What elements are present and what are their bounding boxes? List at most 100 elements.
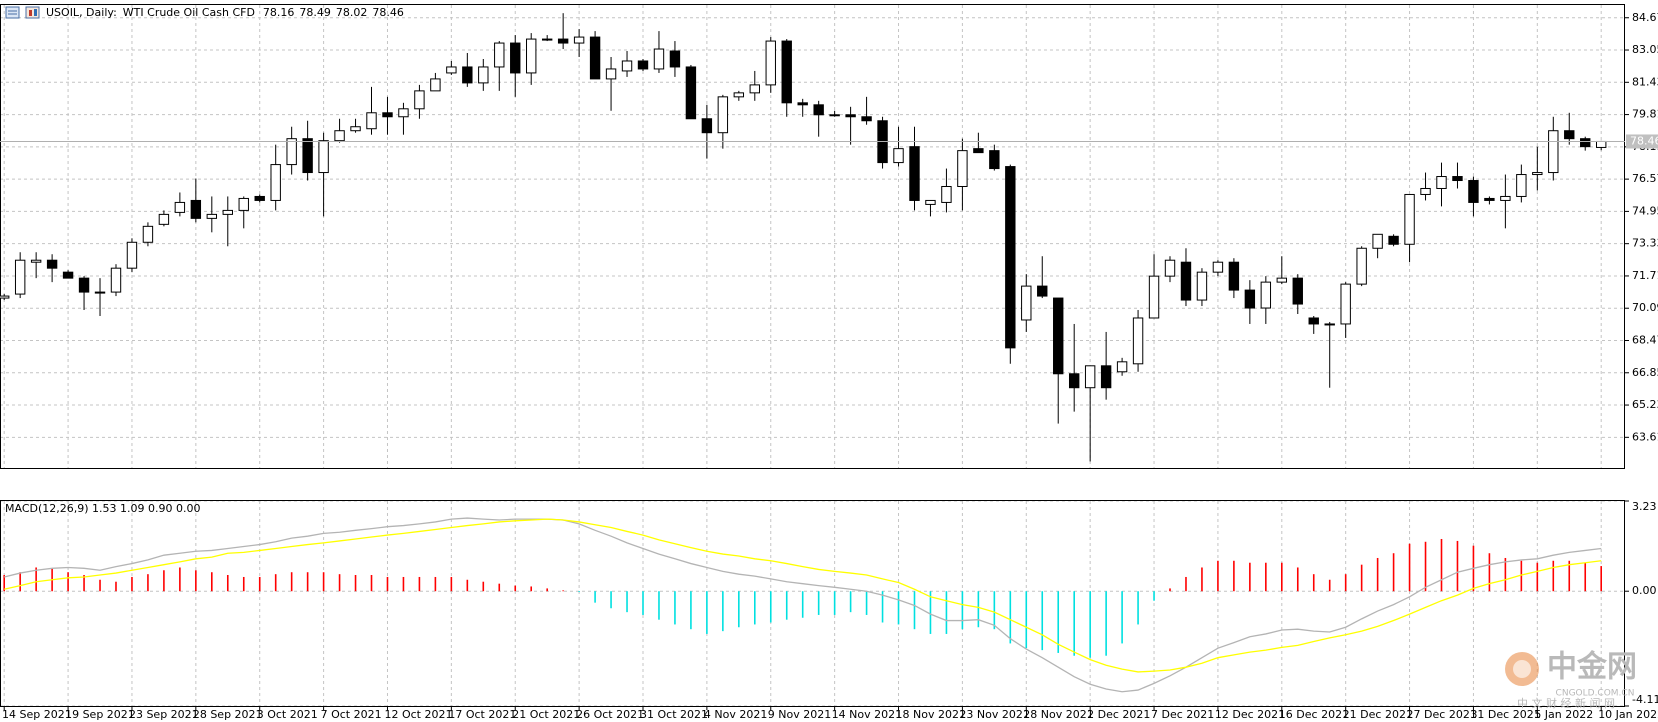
icon-bar (34, 9, 37, 16)
candle-body (1116, 361, 1128, 373)
candle-body (1196, 271, 1208, 301)
x-tick-label: 5 Jan 2022 (1534, 708, 1593, 721)
candle-body (1148, 275, 1160, 319)
x-tick-label: 21 Oct 2021 (512, 708, 580, 721)
candle-body (270, 164, 281, 201)
candle-body (78, 277, 90, 293)
candle-body (1005, 166, 1016, 349)
candle-body (749, 84, 760, 94)
candle-body (1164, 259, 1176, 277)
candle-body (1324, 323, 1335, 326)
candle-body (573, 36, 585, 44)
x-tick-label: 17 Oct 2021 (448, 708, 516, 721)
candle-body (430, 78, 441, 92)
x-tick-label: 7 Oct 2021 (321, 708, 382, 721)
x-tick-label: 19 Sep 2021 (65, 708, 135, 721)
x-tick-label: 14 Sep 2021 (2, 708, 72, 721)
candle-body (1452, 176, 1463, 182)
candle-body (541, 38, 553, 41)
candle-body (1372, 233, 1383, 249)
x-tick-label: 27 Dec 2021 (1407, 708, 1477, 721)
candle-body (1516, 174, 1527, 197)
candle-body (637, 60, 649, 70)
y-tick-label: 63.61 (1632, 430, 1658, 443)
candle-body (941, 185, 952, 203)
y-tick-label: 3.23 (1632, 500, 1657, 513)
candle-body (286, 138, 297, 166)
candle-body (1292, 277, 1303, 305)
candle-body (110, 267, 122, 293)
candle-body (893, 148, 904, 164)
candle-body (1564, 130, 1575, 140)
candle-body (206, 213, 218, 219)
y-tick-label: -4.11 (1632, 693, 1658, 706)
ohlc-high: 78.49 (299, 6, 331, 19)
watermark-title: 中金网 (1547, 650, 1637, 685)
candle-body (557, 38, 569, 44)
candle-body (781, 40, 792, 104)
candle-body (973, 148, 984, 154)
icon (25, 6, 40, 19)
candle-body (1420, 187, 1431, 195)
x-tick-label: 28 Nov 2021 (1023, 708, 1093, 721)
candle-body (669, 50, 681, 68)
candle-body (302, 138, 313, 174)
y-tick-label: 70.09 (1632, 301, 1658, 314)
candle-body (701, 118, 713, 134)
candle-body (142, 225, 154, 243)
y-tick-label: 65.23 (1632, 398, 1658, 411)
candle-body (1436, 176, 1447, 189)
candle-body (62, 271, 74, 279)
candle-body (1356, 247, 1367, 285)
y-tick-label: 84.67 (1632, 11, 1658, 24)
x-tick-label: 12 Oct 2021 (384, 708, 452, 721)
x-tick-label: 31 Dec 2021 (1470, 708, 1540, 721)
y-tick-label: 71.71 (1632, 269, 1658, 282)
candle-body (30, 259, 42, 263)
candle-body (14, 259, 26, 295)
chart-subtitle: WTI Crude Oil Cash CFD (123, 6, 255, 19)
candle-body (366, 112, 377, 130)
candle-body (813, 104, 824, 116)
x-tick-label: 14 Nov 2021 (832, 708, 902, 721)
candle-body (510, 42, 521, 74)
candle-body (845, 114, 856, 118)
candle-body (1340, 283, 1351, 325)
candle-body (94, 291, 106, 294)
candle-body (462, 66, 473, 84)
y-tick-label: 0.00 (1632, 584, 1657, 597)
candle-body (989, 150, 1000, 170)
ohlc-low: 78.02 (336, 6, 368, 19)
x-tick-label: 12 Dec 2021 (1215, 708, 1285, 721)
candle-body (334, 130, 345, 142)
candle-body (1580, 138, 1591, 148)
watermark-caption: 中 文 财 经 新 闻 网 (1517, 696, 1615, 710)
ohlc-open: 78.16 (263, 6, 295, 19)
candle-body (829, 114, 840, 117)
candle-body (717, 96, 729, 134)
price-panel-border (0, 4, 1625, 469)
candle-body (318, 140, 329, 174)
indicator-line (4, 517, 1602, 693)
x-tick-label: 23 Nov 2021 (959, 708, 1029, 721)
candle-body (190, 199, 202, 219)
candle-body (653, 48, 665, 70)
candle-body (414, 90, 425, 110)
candle-body (446, 66, 457, 74)
watermark: 中金网 CNGOLD.COM.CN 中 文 财 经 新 闻 网 (1505, 650, 1637, 710)
x-tick-label: 31 Oct 2021 (640, 708, 708, 721)
candle-body (685, 66, 697, 120)
candle-body (1388, 235, 1399, 245)
candle-body (478, 66, 489, 84)
candle-body (1084, 365, 1096, 389)
candle-body (1276, 277, 1287, 283)
candle-body (382, 112, 393, 118)
candle-body (797, 102, 808, 106)
indicator-title: MACD(12,26,9) 1.53 1.09 0.90 0.00 (5, 502, 201, 515)
x-tick-label: 10 Jan 2022 (1598, 708, 1658, 721)
candle-body (350, 126, 361, 132)
candle-body (1021, 285, 1032, 321)
candle-body (1228, 261, 1240, 291)
candle-body (1100, 365, 1112, 389)
